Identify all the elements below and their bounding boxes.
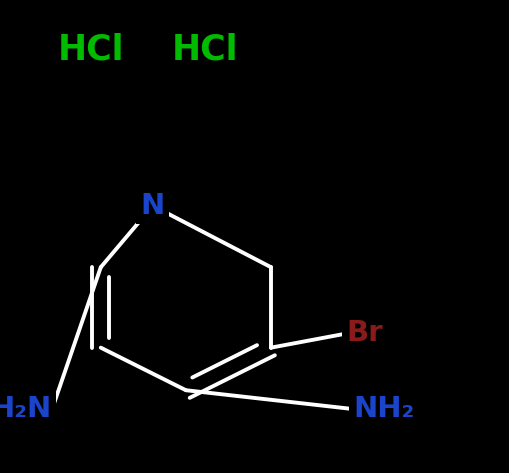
Text: Br: Br	[347, 319, 383, 348]
Text: N: N	[140, 192, 165, 220]
Text: NH₂: NH₂	[354, 395, 415, 423]
Text: HCl: HCl	[58, 33, 125, 67]
Text: H₂N: H₂N	[0, 395, 52, 423]
Text: HCl: HCl	[172, 33, 238, 67]
